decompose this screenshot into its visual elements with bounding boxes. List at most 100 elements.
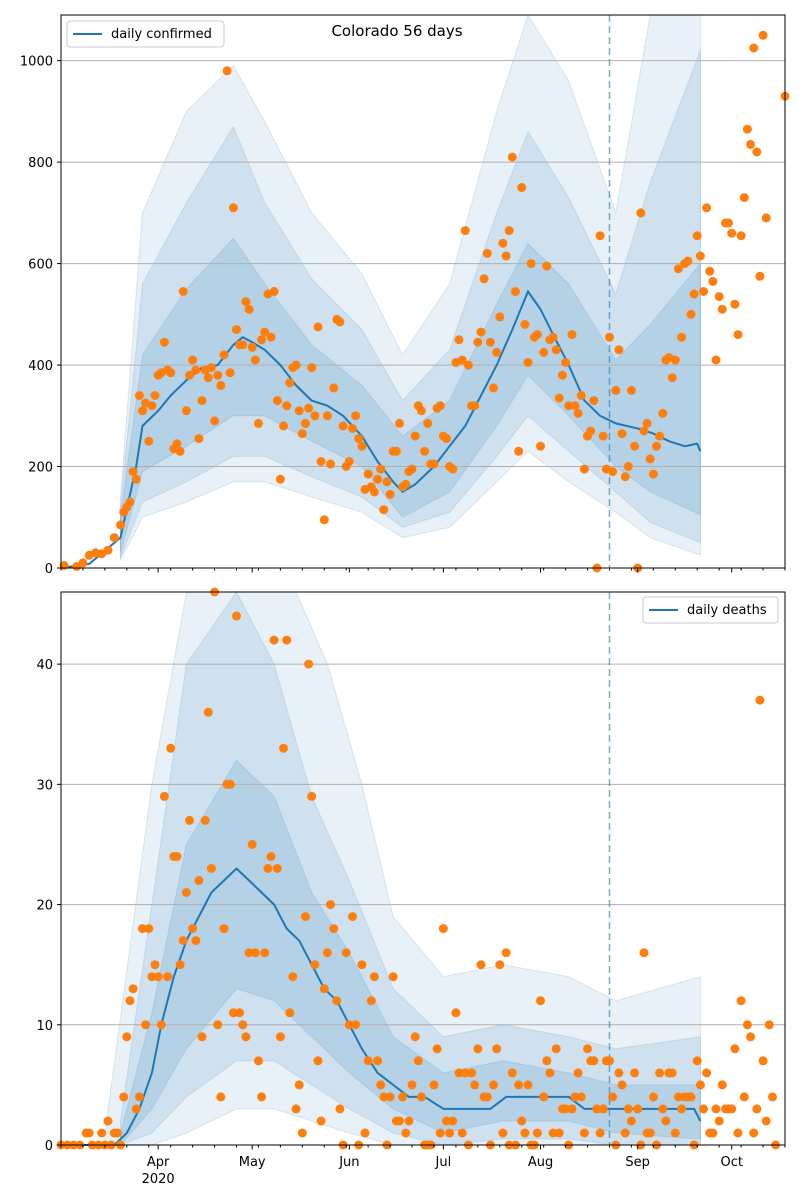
data-point <box>420 446 430 456</box>
data-point <box>360 1128 370 1138</box>
data-point <box>608 467 618 477</box>
deaths-points <box>56 587 781 1150</box>
data-point <box>263 864 273 873</box>
y-tick-label: 30 <box>36 778 53 793</box>
data-point <box>661 1116 671 1126</box>
data-point <box>605 332 614 342</box>
data-point <box>197 396 207 406</box>
data-point <box>351 411 361 421</box>
data-point <box>470 401 480 411</box>
data-point <box>692 231 702 241</box>
data-point <box>507 1068 517 1078</box>
data-point <box>228 203 238 213</box>
data-point <box>476 960 486 970</box>
data-point <box>752 147 762 157</box>
y-tick-label: 1000 <box>20 55 53 70</box>
data-point <box>310 411 320 421</box>
data-point <box>764 1020 774 1030</box>
legend-box <box>642 596 779 624</box>
data-point <box>589 396 599 406</box>
data-point <box>379 1092 389 1102</box>
data-point <box>686 309 696 319</box>
data-point <box>357 960 367 970</box>
data-point <box>304 659 314 669</box>
y-tick-label: 20 <box>36 899 53 914</box>
data-point <box>648 1092 658 1102</box>
data-point <box>410 1032 420 1042</box>
data-point <box>655 431 665 441</box>
data-point <box>404 1116 414 1126</box>
data-point <box>357 441 367 451</box>
data-point <box>247 840 257 849</box>
data-point <box>620 472 630 482</box>
data-point <box>206 864 216 873</box>
x-tick-label: Sep <box>625 1155 650 1170</box>
data-point <box>526 259 536 269</box>
data-point <box>614 1068 624 1078</box>
data-point <box>692 1056 702 1066</box>
data-point <box>642 418 652 428</box>
data-point <box>175 960 185 970</box>
data-point <box>520 320 530 329</box>
data-point <box>689 289 699 299</box>
data-point <box>536 441 545 451</box>
data-point <box>561 358 571 367</box>
data-point <box>235 1008 245 1018</box>
data-point <box>260 948 270 958</box>
data-point <box>536 996 545 1006</box>
data-point <box>746 1032 755 1042</box>
data-point <box>322 948 332 958</box>
data-point <box>695 251 705 261</box>
data-point <box>442 1116 451 1126</box>
confirmed-line-layer <box>60 289 702 569</box>
data-point <box>322 411 332 421</box>
data-point <box>260 327 270 337</box>
data-point <box>178 287 188 296</box>
data-point <box>147 401 157 411</box>
y-tick-label: 10 <box>36 1019 53 1034</box>
axes-frame <box>60 591 786 1146</box>
data-point <box>254 418 263 428</box>
data-point <box>413 1056 423 1066</box>
data-point <box>329 924 339 934</box>
data-point <box>485 337 495 347</box>
data-point <box>388 972 398 982</box>
x-tick-label: Aug <box>528 1155 553 1170</box>
data-point <box>539 1092 549 1102</box>
data-point <box>310 960 320 970</box>
x-tick-sublabel: 2020 <box>142 1172 175 1187</box>
data-point <box>272 864 282 873</box>
data-point <box>191 936 201 946</box>
data-point <box>301 912 310 922</box>
data-point <box>626 1116 636 1126</box>
data-point <box>225 368 235 378</box>
data-point <box>178 936 188 946</box>
axes-frame <box>60 14 786 569</box>
data-point <box>457 355 467 365</box>
data-point <box>705 266 715 276</box>
data-point <box>159 337 169 347</box>
data-point <box>103 545 113 555</box>
data-point <box>351 1020 361 1030</box>
data-point <box>445 1128 455 1138</box>
data-point <box>147 972 157 982</box>
data-point <box>153 972 163 982</box>
data-point <box>250 948 260 958</box>
data-point <box>294 406 304 416</box>
data-point <box>97 1128 107 1138</box>
data-point <box>203 707 213 717</box>
data-point <box>185 370 194 380</box>
data-point <box>482 1092 492 1102</box>
data-point <box>138 924 147 934</box>
data-point <box>238 1020 248 1030</box>
data-point <box>254 1056 263 1066</box>
data-point <box>122 1032 132 1042</box>
data-point <box>188 355 198 365</box>
data-point <box>636 208 646 218</box>
data-point <box>109 533 119 543</box>
data-point <box>191 365 201 375</box>
data-point <box>348 912 357 922</box>
data-point <box>454 1068 464 1078</box>
data-point <box>727 1104 737 1114</box>
data-point <box>630 1068 640 1078</box>
